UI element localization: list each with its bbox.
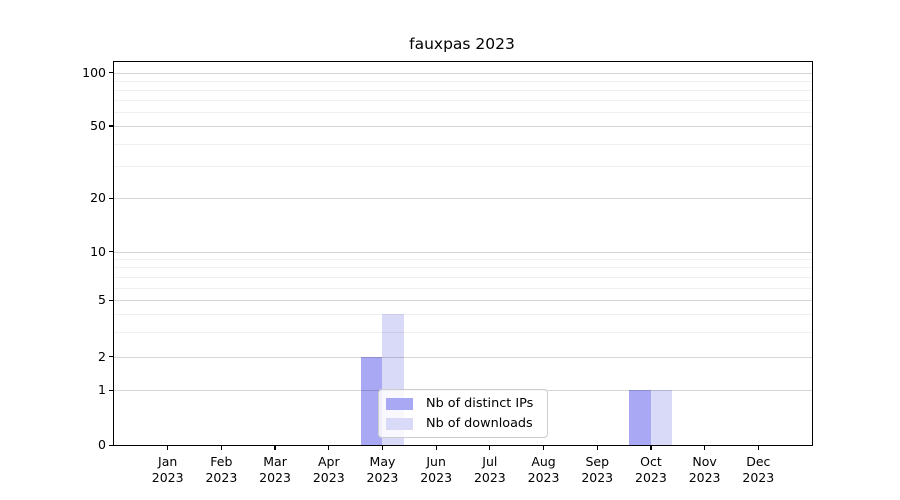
x-tick-mark <box>650 446 652 450</box>
legend-entry-label: Nb of distinct IPs <box>426 396 534 411</box>
x-tick-year: 2023 <box>151 470 184 485</box>
x-tick-year: 2023 <box>581 470 614 485</box>
x-tick-year: 2023 <box>473 470 506 485</box>
x-tick-month: Apr <box>317 454 340 469</box>
x-tick-month: May <box>369 454 396 469</box>
y-gridline-minor <box>114 143 812 145</box>
legend-entry: Nb of distinct IPs <box>386 395 539 413</box>
y-tick-label: 10 <box>90 243 106 259</box>
x-tick-mark <box>542 446 545 450</box>
x-tick-year: 2023 <box>205 470 238 485</box>
legend-swatch <box>386 417 413 430</box>
x-tick-year: 2023 <box>420 470 453 485</box>
x-tick-mark <box>596 446 598 450</box>
y-gridline-major <box>114 125 812 127</box>
y-tick-mark <box>109 197 113 199</box>
y-tick-label: 20 <box>90 190 106 206</box>
x-tick-year: 2023 <box>259 470 291 485</box>
x-tick-label: May 2023 <box>347 454 417 486</box>
y-gridline-major <box>114 72 812 74</box>
x-tick-year: 2023 <box>688 470 721 485</box>
y-tick-mark <box>109 125 113 127</box>
y-tick-label: 5 <box>98 292 106 308</box>
bar-distinct-ips <box>629 390 651 445</box>
x-tick-mark <box>757 446 759 450</box>
y-gridline-minor <box>114 276 812 278</box>
x-tick-year: 2023 <box>742 470 775 485</box>
x-tick-mark <box>328 446 330 450</box>
y-gridline-major <box>114 251 812 253</box>
y-gridline-major <box>114 300 812 302</box>
x-tick-label: Jun 2023 <box>401 454 471 486</box>
y-gridline-minor <box>114 267 812 269</box>
y-gridline-minor <box>114 166 812 168</box>
x-tick-month: Sep <box>585 454 609 469</box>
x-tick-label: Sep 2023 <box>562 454 632 486</box>
x-tick-label: Oct 2023 <box>616 454 686 486</box>
x-tick-month: Nov <box>692 454 717 469</box>
y-gridline-minor <box>114 100 812 102</box>
y-tick-mark <box>109 356 113 358</box>
x-tick-label: Mar 2023 <box>240 454 310 486</box>
x-tick-month: Mar <box>263 454 287 469</box>
x-tick-mark <box>489 446 491 450</box>
y-gridline-minor <box>114 331 812 333</box>
x-tick-label: Dec 2023 <box>723 454 793 486</box>
y-tick-label: 50 <box>90 117 106 133</box>
plot-area: Nb of distinct IPs Nb of downloads 0 1 2 5 10… <box>82 61 813 485</box>
y-tick-mark <box>109 389 113 391</box>
x-tick-month: Dec <box>746 454 771 469</box>
x-tick-label: Aug 2023 <box>509 454 579 486</box>
x-tick-mark <box>167 446 169 450</box>
x-tick-label: Apr 2023 <box>294 454 364 486</box>
y-gridline-minor <box>114 89 812 91</box>
x-tick-mark <box>704 446 706 450</box>
x-tick-month: Jan <box>158 454 178 469</box>
bar-downloads <box>650 390 673 445</box>
x-tick-year: 2023 <box>527 470 560 485</box>
y-tick-mark <box>109 299 113 301</box>
bar-distinct-ips <box>360 356 383 445</box>
x-tick-label: Nov 2023 <box>670 454 740 486</box>
x-tick-mark <box>274 446 276 450</box>
y-tick-mark <box>109 251 113 253</box>
x-tick-month: Jun <box>426 454 446 469</box>
x-tick-mark <box>381 446 384 450</box>
y-gridline-major <box>114 356 812 358</box>
y-gridline-minor <box>114 80 812 82</box>
x-tick-mark <box>220 446 222 450</box>
y-tick-mark <box>109 444 113 446</box>
y-tick-label: 2 <box>98 348 106 364</box>
y-tick-label: 0 <box>98 437 106 452</box>
x-tick-mark <box>435 446 437 450</box>
y-gridline-minor <box>114 111 812 113</box>
x-tick-label: Jul 2023 <box>455 454 525 486</box>
x-tick-year: 2023 <box>635 470 667 485</box>
y-gridline-minor <box>114 287 812 289</box>
x-tick-month: Jul <box>482 454 498 469</box>
legend: Nb of distinct IPs Nb of downloads <box>378 389 548 438</box>
legend-entry: Nb of downloads <box>386 415 539 433</box>
y-tick-label: 100 <box>82 64 106 80</box>
legend-swatch <box>386 397 413 410</box>
y-gridline-major <box>114 198 812 200</box>
x-tick-label: Jan 2023 <box>133 454 203 486</box>
x-tick-year: 2023 <box>312 470 345 485</box>
x-tick-year: 2023 <box>366 470 399 485</box>
y-gridline-minor <box>114 259 812 261</box>
x-tick-month: Feb <box>210 454 233 469</box>
x-tick-month: Aug <box>531 454 556 469</box>
legend-entry-label: Nb of downloads <box>426 416 533 431</box>
y-tick-label: 1 <box>98 382 106 398</box>
x-tick-month: Oct <box>640 454 662 469</box>
y-gridline-minor <box>114 314 812 316</box>
y-tick-mark <box>109 72 113 74</box>
chart-title: fauxpas 2023 <box>409 35 515 53</box>
x-tick-label: Feb 2023 <box>186 454 256 486</box>
